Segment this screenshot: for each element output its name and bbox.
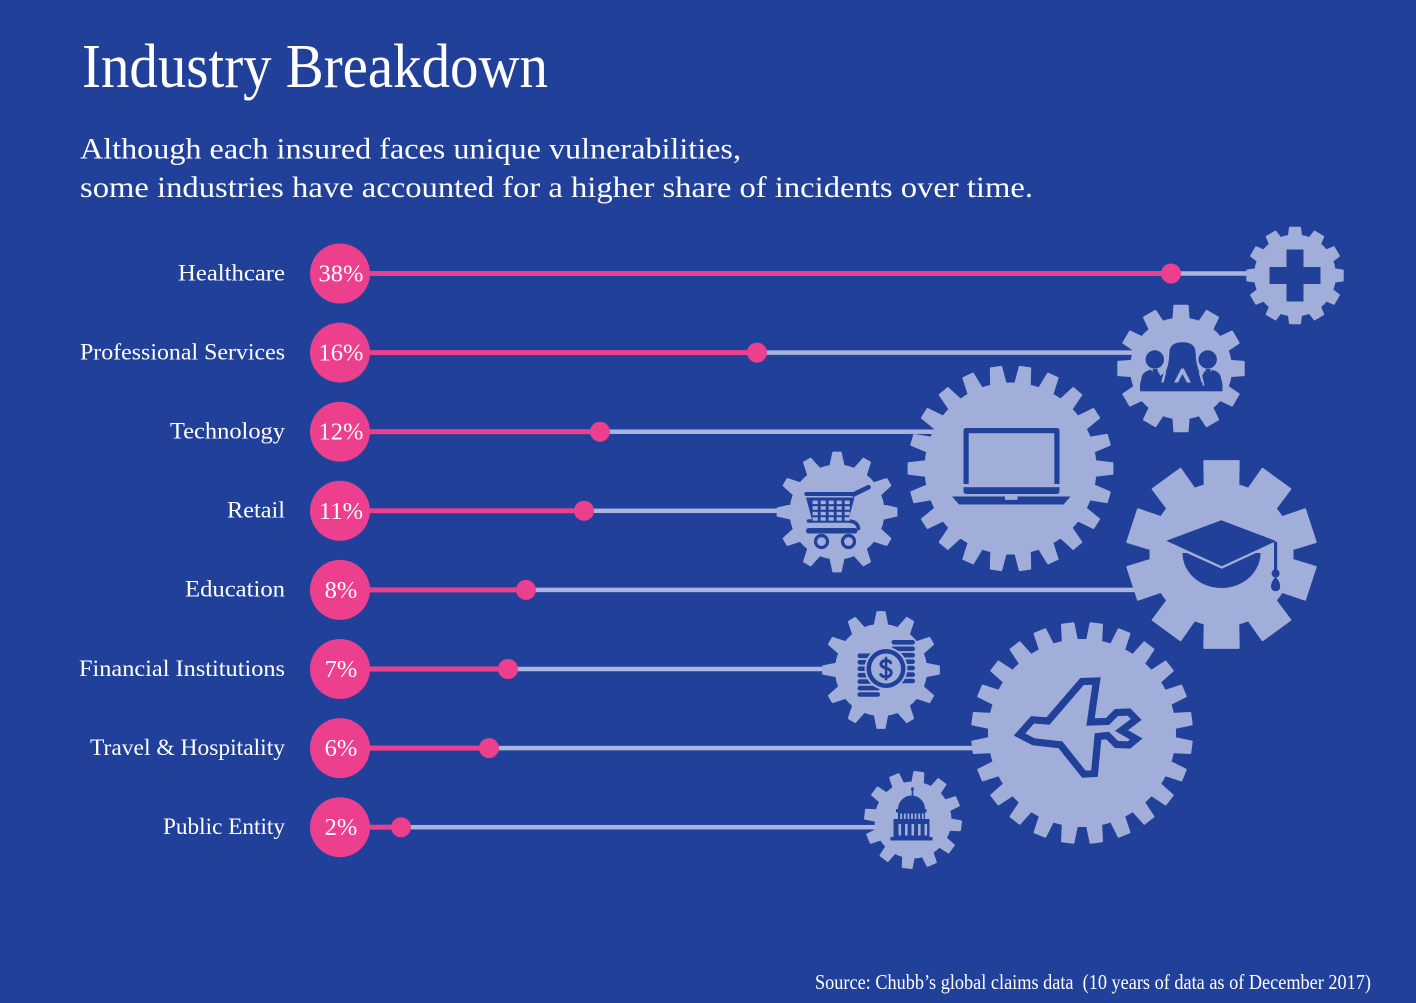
svg-text:12%: 12% <box>319 419 364 446</box>
svg-text:Healthcare: Healthcare <box>178 260 285 285</box>
svg-text:Although each insured faces un: Although each insured faces unique vulne… <box>80 133 741 166</box>
svg-text:Financial Institutions: Financial Institutions <box>79 656 285 681</box>
svg-text:8%: 8% <box>325 577 358 604</box>
svg-text:Source: Chubb’s global claims: Source: Chubb’s global claims data (10 y… <box>815 970 1371 994</box>
svg-text:Retail: Retail <box>227 498 285 523</box>
svg-text:38%: 38% <box>319 261 364 288</box>
svg-text:Public Entity: Public Entity <box>163 814 286 839</box>
svg-text:Education: Education <box>185 577 286 602</box>
svg-text:Travel & Hospitality: Travel & Hospitality <box>90 735 285 760</box>
svg-text:7%: 7% <box>325 656 358 683</box>
svg-text:Technology: Technology <box>170 419 286 444</box>
svg-text:6%: 6% <box>325 735 358 762</box>
svg-text:2%: 2% <box>325 814 358 841</box>
svg-text:16%: 16% <box>319 340 364 367</box>
svg-text:Professional Services: Professional Services <box>80 339 285 364</box>
svg-text:11%: 11% <box>319 498 363 525</box>
svg-text:Industry Breakdown: Industry Breakdown <box>82 33 548 101</box>
svg-text:some industries have accounted: some industries have accounted for a hig… <box>80 171 1033 204</box>
